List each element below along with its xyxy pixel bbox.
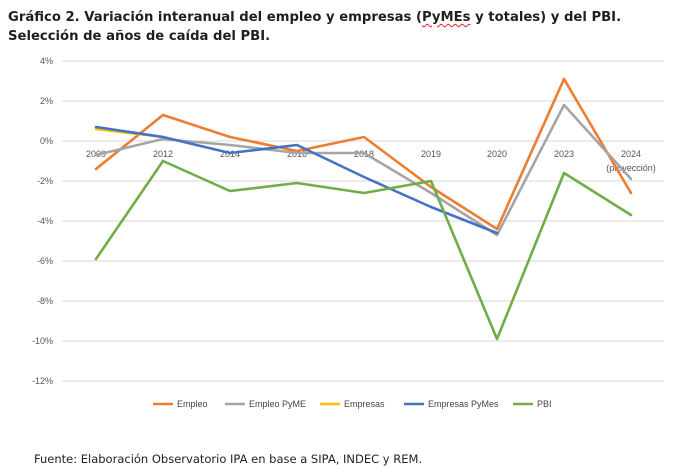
y-tick-label: -10%: [32, 336, 53, 346]
legend-label: Empleo: [177, 399, 208, 409]
y-tick-label: -2%: [37, 176, 53, 186]
legend-label: PBI: [537, 399, 552, 409]
y-tick-label: 0%: [40, 136, 53, 146]
y-tick-label: 4%: [40, 56, 53, 66]
source-note: Fuente: Elaboración Observatorio IPA en …: [34, 452, 423, 466]
x-tick-label: 2020: [487, 149, 507, 159]
legend-label: Empresas PyMes: [428, 399, 499, 409]
legend-label: Empleo PyME: [249, 399, 306, 409]
series-line-empleo: [94, 77, 633, 231]
x-tick-label: 2023: [554, 149, 574, 159]
y-tick-label: -12%: [32, 376, 53, 386]
series-line-pbi: [94, 159, 633, 341]
chart-title-part3: y totales) y del PBI. Selección de años …: [8, 10, 622, 44]
legend-label: Empresas: [344, 399, 385, 409]
chart-title-part1: Gráfico 2. Variación interanual del empl…: [8, 10, 422, 25]
y-tick-label: -8%: [37, 296, 53, 306]
y-tick-label: -4%: [37, 216, 53, 226]
series-line-empleo-pyme: [94, 103, 633, 237]
series-line-empresas-pymes: [94, 125, 499, 235]
x-tick-sublabel: (proyección): [606, 163, 656, 173]
y-tick-label: -6%: [37, 256, 53, 266]
y-tick-label: 2%: [40, 96, 53, 106]
x-tick-label: 2024: [621, 149, 641, 159]
chart-title-spellcheck-word: PyMEs: [422, 10, 471, 25]
chart-title: Gráfico 2. Variación interanual del empl…: [8, 8, 676, 46]
x-tick-label: 2019: [421, 149, 441, 159]
x-tick-label: 2012: [153, 149, 173, 159]
